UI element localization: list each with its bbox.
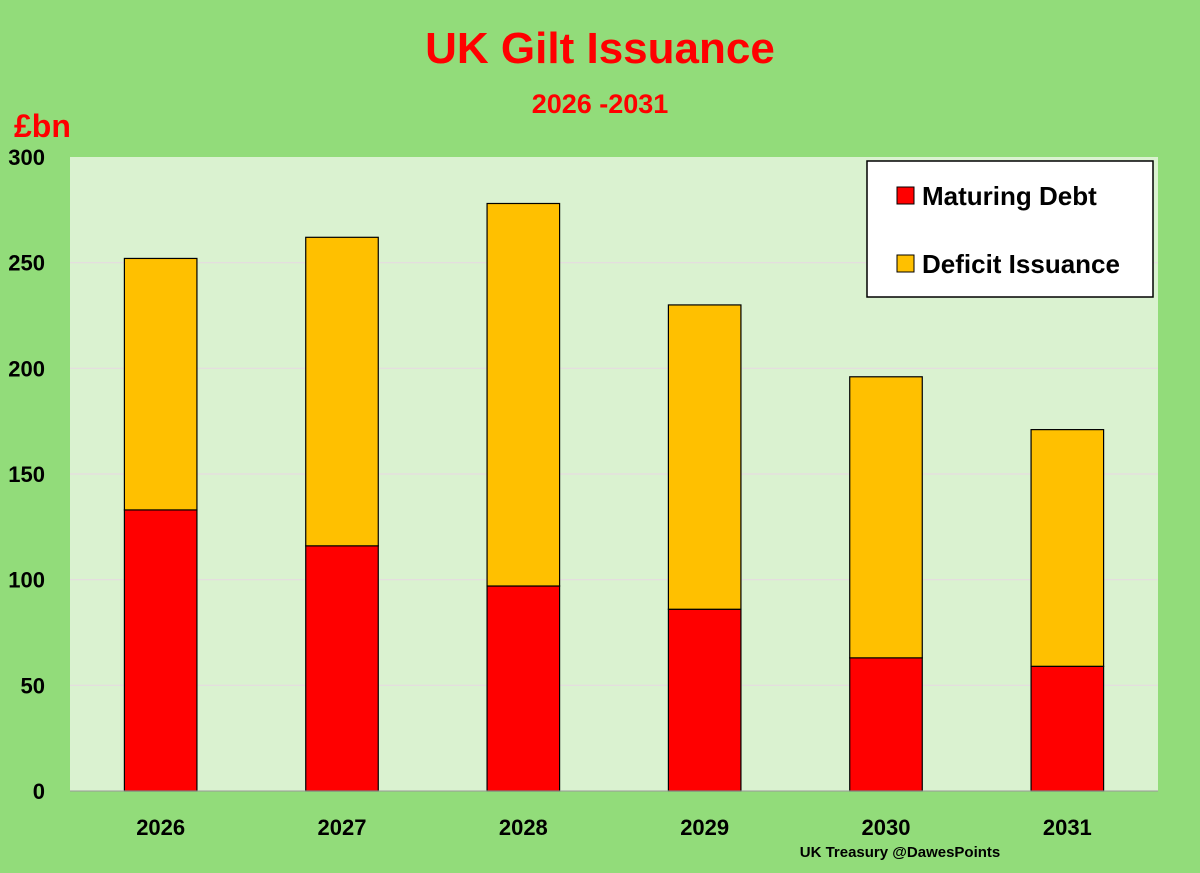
bar-deficit-issuance-2031 bbox=[1030, 429, 1105, 667]
bar-maturing-debt-2026 bbox=[123, 509, 198, 792]
y-axis-ticks: 0 50 100 150 200 250 300 bbox=[8, 145, 45, 804]
bar-maturing-debt-2029 bbox=[667, 608, 742, 792]
y-tick-label-50: 50 bbox=[21, 673, 45, 698]
bars bbox=[123, 202, 1105, 792]
y-tick-label-200: 200 bbox=[8, 356, 45, 381]
bar-maturing-debt-2030 bbox=[849, 657, 923, 792]
bar-maturing-debt-2031 bbox=[1030, 665, 1105, 792]
x-axis-ticks: 2026 2027 2028 2029 2030 2031 bbox=[136, 815, 1092, 840]
legend-swatch-maturing-debt bbox=[896, 186, 915, 205]
legend-box bbox=[866, 160, 1154, 298]
x-tick-label-2031: 2031 bbox=[1043, 815, 1092, 840]
bar-deficit-issuance-2027 bbox=[305, 236, 379, 547]
y-axis-label: £bn bbox=[14, 108, 71, 144]
x-tick-label-2029: 2029 bbox=[680, 815, 729, 840]
legend-swatch-deficit-issuance bbox=[896, 254, 915, 273]
legend-label-deficit-issuance: Deficit Issuance bbox=[922, 249, 1120, 279]
bar-maturing-debt-2028 bbox=[486, 585, 561, 792]
legend-label-maturing-debt: Maturing Debt bbox=[922, 181, 1097, 211]
bar-deficit-issuance-2029 bbox=[667, 304, 742, 610]
chart-title: UK Gilt Issuance bbox=[425, 24, 775, 73]
y-tick-label-300: 300 bbox=[8, 145, 45, 170]
legend: Maturing Debt Deficit Issuance bbox=[866, 160, 1154, 298]
bar-deficit-issuance-2028 bbox=[486, 202, 561, 587]
x-tick-label-2027: 2027 bbox=[318, 815, 367, 840]
bar-deficit-issuance-2026 bbox=[123, 257, 198, 511]
bar-deficit-issuance-2030 bbox=[849, 376, 923, 659]
y-tick-label-0: 0 bbox=[33, 779, 45, 804]
y-tick-label-100: 100 bbox=[8, 568, 45, 593]
x-tick-label-2030: 2030 bbox=[862, 815, 911, 840]
chart-subtitle: 2026 -2031 bbox=[532, 89, 669, 119]
bar-maturing-debt-2027 bbox=[305, 545, 379, 792]
x-tick-label-2028: 2028 bbox=[499, 815, 548, 840]
y-tick-label-150: 150 bbox=[8, 462, 45, 487]
x-tick-label-2026: 2026 bbox=[136, 815, 185, 840]
source-note: UK Treasury @DawesPoints bbox=[800, 844, 1001, 861]
y-tick-label-250: 250 bbox=[8, 251, 45, 276]
